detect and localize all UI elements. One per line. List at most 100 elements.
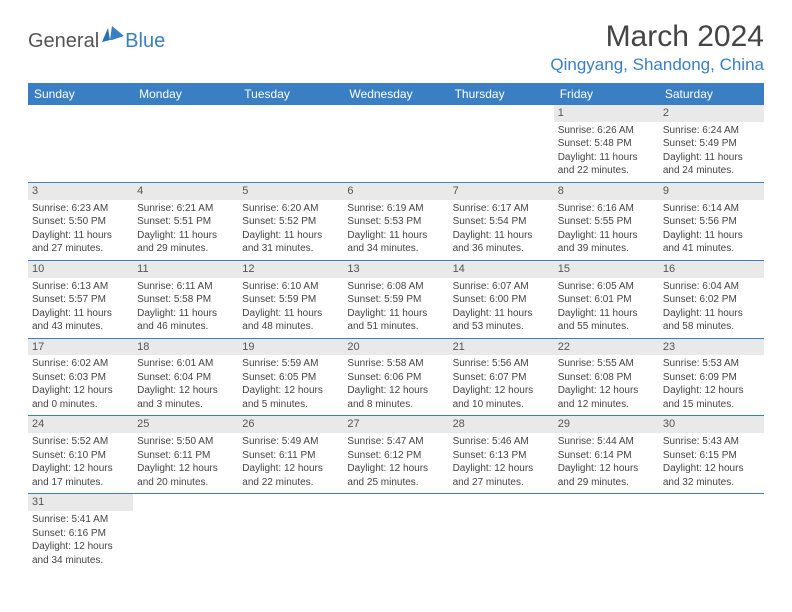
calendar-cell: 8Sunrise: 6:16 AMSunset: 5:55 PMDaylight… [554,182,659,260]
sunrise-text: Sunrise: 6:20 AM [242,202,339,216]
day-number: 28 [449,416,554,433]
sunset-text: Sunset: 6:11 PM [137,449,234,463]
calendar-cell: 26Sunrise: 5:49 AMSunset: 6:11 PMDayligh… [238,416,343,494]
daylight-text: Daylight: 12 hours and 25 minutes. [347,462,444,489]
calendar-cell: . [659,494,764,571]
day-number: 15 [554,261,659,278]
day-number: 14 [449,261,554,278]
calendar-cell: . [133,494,238,571]
sunrise-text: Sunrise: 5:58 AM [347,357,444,371]
calendar-row: .....1Sunrise: 6:26 AMSunset: 5:48 PMDay… [28,105,764,182]
sunset-text: Sunset: 6:06 PM [347,371,444,385]
sunset-text: Sunset: 6:12 PM [347,449,444,463]
calendar-cell: 16Sunrise: 6:04 AMSunset: 6:02 PMDayligh… [659,260,764,338]
daylight-text: Daylight: 12 hours and 27 minutes. [453,462,550,489]
daylight-text: Daylight: 11 hours and 51 minutes. [347,307,444,334]
sunset-text: Sunset: 6:11 PM [242,449,339,463]
calendar-cell: 1Sunrise: 6:26 AMSunset: 5:48 PMDaylight… [554,105,659,182]
daylight-text: Daylight: 12 hours and 17 minutes. [32,462,129,489]
day-number: 31 [28,494,133,511]
logo: General Blue [28,26,165,57]
day-number: 22 [554,339,659,356]
header: General Blue March 2024 Qingyang, Shando… [28,20,764,75]
daylight-text: Daylight: 11 hours and 24 minutes. [663,151,760,178]
weekday-header: Saturday [659,83,764,105]
sunrise-text: Sunrise: 5:49 AM [242,435,339,449]
daylight-text: Daylight: 12 hours and 12 minutes. [558,384,655,411]
calendar-row: 31Sunrise: 5:41 AMSunset: 6:16 PMDayligh… [28,494,764,571]
calendar-cell: 3Sunrise: 6:23 AMSunset: 5:50 PMDaylight… [28,182,133,260]
calendar-cell: 27Sunrise: 5:47 AMSunset: 6:12 PMDayligh… [343,416,448,494]
sunset-text: Sunset: 5:48 PM [558,137,655,151]
sunset-text: Sunset: 6:16 PM [32,527,129,541]
daylight-text: Daylight: 11 hours and 31 minutes. [242,229,339,256]
calendar-cell: 22Sunrise: 5:55 AMSunset: 6:08 PMDayligh… [554,338,659,416]
day-number: 12 [238,261,343,278]
daylight-text: Daylight: 11 hours and 48 minutes. [242,307,339,334]
day-number: 6 [343,183,448,200]
sunrise-text: Sunrise: 6:26 AM [558,124,655,138]
day-number: 13 [343,261,448,278]
day-number: 26 [238,416,343,433]
sunrise-text: Sunrise: 6:17 AM [453,202,550,216]
sunrise-text: Sunrise: 5:41 AM [32,513,129,527]
calendar-cell: . [449,494,554,571]
daylight-text: Daylight: 11 hours and 46 minutes. [137,307,234,334]
sunset-text: Sunset: 5:59 PM [347,293,444,307]
daylight-text: Daylight: 11 hours and 39 minutes. [558,229,655,256]
calendar-cell: 12Sunrise: 6:10 AMSunset: 5:59 PMDayligh… [238,260,343,338]
day-number: 7 [449,183,554,200]
calendar-row: 24Sunrise: 5:52 AMSunset: 6:10 PMDayligh… [28,416,764,494]
calendar-cell: 9Sunrise: 6:14 AMSunset: 5:56 PMDaylight… [659,182,764,260]
sunset-text: Sunset: 6:10 PM [32,449,129,463]
sunset-text: Sunset: 5:51 PM [137,215,234,229]
title-block: March 2024 Qingyang, Shandong, China [550,20,764,75]
calendar-cell: . [449,105,554,182]
calendar-table: Sunday Monday Tuesday Wednesday Thursday… [28,83,764,571]
calendar-row: 3Sunrise: 6:23 AMSunset: 5:50 PMDaylight… [28,182,764,260]
sunset-text: Sunset: 6:03 PM [32,371,129,385]
day-number: 19 [238,339,343,356]
calendar-cell: . [343,494,448,571]
day-number: 24 [28,416,133,433]
day-number: 21 [449,339,554,356]
sunset-text: Sunset: 6:01 PM [558,293,655,307]
sunset-text: Sunset: 6:15 PM [663,449,760,463]
sunrise-text: Sunrise: 5:46 AM [453,435,550,449]
sunset-text: Sunset: 6:02 PM [663,293,760,307]
sunrise-text: Sunrise: 5:59 AM [242,357,339,371]
flag-icon [102,26,124,47]
calendar-cell: . [238,105,343,182]
sunset-text: Sunset: 6:09 PM [663,371,760,385]
daylight-text: Daylight: 11 hours and 34 minutes. [347,229,444,256]
daylight-text: Daylight: 11 hours and 36 minutes. [453,229,550,256]
sunrise-text: Sunrise: 6:13 AM [32,280,129,294]
calendar-cell: 6Sunrise: 6:19 AMSunset: 5:53 PMDaylight… [343,182,448,260]
day-number: 16 [659,261,764,278]
daylight-text: Daylight: 11 hours and 55 minutes. [558,307,655,334]
calendar-cell: . [133,105,238,182]
calendar-cell: 11Sunrise: 6:11 AMSunset: 5:58 PMDayligh… [133,260,238,338]
sunrise-text: Sunrise: 6:24 AM [663,124,760,138]
calendar-row: 10Sunrise: 6:13 AMSunset: 5:57 PMDayligh… [28,260,764,338]
logo-text-blue: Blue [125,30,165,53]
calendar-cell: 10Sunrise: 6:13 AMSunset: 5:57 PMDayligh… [28,260,133,338]
sunrise-text: Sunrise: 6:11 AM [137,280,234,294]
weekday-header: Tuesday [238,83,343,105]
daylight-text: Daylight: 11 hours and 22 minutes. [558,151,655,178]
sunset-text: Sunset: 5:49 PM [663,137,760,151]
sunset-text: Sunset: 5:58 PM [137,293,234,307]
sunrise-text: Sunrise: 6:16 AM [558,202,655,216]
daylight-text: Daylight: 12 hours and 5 minutes. [242,384,339,411]
day-number: 3 [28,183,133,200]
weekday-header: Monday [133,83,238,105]
sunset-text: Sunset: 5:53 PM [347,215,444,229]
day-number: 2 [659,105,764,122]
sunset-text: Sunset: 6:05 PM [242,371,339,385]
weekday-header: Thursday [449,83,554,105]
sunrise-text: Sunrise: 5:55 AM [558,357,655,371]
sunrise-text: Sunrise: 5:52 AM [32,435,129,449]
calendar-cell: 7Sunrise: 6:17 AMSunset: 5:54 PMDaylight… [449,182,554,260]
daylight-text: Daylight: 11 hours and 43 minutes. [32,307,129,334]
day-number: 27 [343,416,448,433]
